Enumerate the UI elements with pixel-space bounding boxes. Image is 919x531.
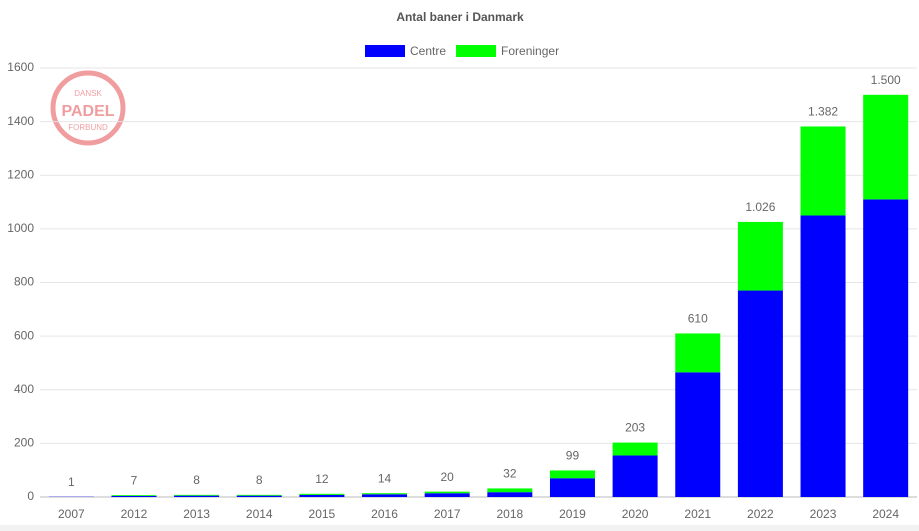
bar-segment [800,215,846,497]
bar-segment [424,493,470,497]
x-tick-label: 2023 [810,507,837,521]
bar-segment [737,221,783,291]
y-tick-label: 1200 [7,167,34,181]
legend-label: Foreninger [501,44,559,58]
bar-segment [487,488,533,493]
total-label: 1.382 [808,105,838,119]
y-tick-label: 200 [14,436,34,450]
bar-segment [362,493,408,495]
bar-segment [612,455,658,497]
total-label: 32 [503,467,517,481]
bar-segment [549,478,595,497]
bar-segment [487,492,533,497]
y-tick-label: 400 [14,382,34,396]
total-label: 1.500 [871,73,901,87]
y-tick-label: 0 [27,489,34,503]
legend-swatch [365,45,405,57]
y-tick-label: 1400 [7,114,34,128]
total-label: 99 [566,449,580,463]
x-tick-label: 2017 [434,507,461,521]
x-tick-label: 2021 [684,507,711,521]
logo-text: PADEL [61,103,114,120]
bar-segment [549,470,595,479]
bar-segment [424,491,470,494]
bar-segment [737,290,783,497]
x-tick-label: 2020 [622,507,649,521]
bar-segment [111,495,157,496]
bar-segment [863,94,909,200]
logo-text: DANSK [74,89,102,98]
bar-segment [111,495,157,497]
bar-segment [675,333,721,373]
bar-segment [299,494,345,497]
bar-segment [863,199,909,497]
x-tick-label: 2014 [246,507,273,521]
x-tick-label: 2022 [747,507,774,521]
bar-segment [362,494,408,497]
bar-segment [236,495,282,497]
total-label: 1 [68,475,75,489]
x-tick-label: 2016 [371,507,398,521]
chart-title: Antal baner i Danmark [396,10,524,24]
total-label: 7 [131,473,138,487]
bar-segment [236,494,282,496]
total-label: 203 [625,421,645,435]
y-tick-label: 1600 [7,60,34,74]
total-label: 1.026 [745,200,775,214]
bar-segment [800,126,846,216]
x-tick-label: 2015 [309,507,336,521]
logo-ring [50,70,126,146]
total-label: 8 [256,473,263,487]
bar-segment [675,372,721,497]
bar-segment [174,494,220,496]
total-label: 20 [440,470,454,484]
x-tick-label: 2018 [496,507,523,521]
bar-segment [299,493,345,495]
bottom-strip [0,525,919,531]
total-label: 8 [193,473,200,487]
x-tick-label: 2007 [58,507,85,521]
x-tick-label: 2013 [183,507,210,521]
x-tick-label: 2019 [559,507,586,521]
total-label: 610 [688,312,708,326]
legend-label: Centre [410,44,446,58]
total-label: 14 [378,471,392,485]
y-tick-label: 800 [14,275,34,289]
x-tick-label: 2012 [121,507,148,521]
logo-text: FORBUND [68,123,108,132]
total-label: 12 [315,472,329,486]
bar-segment [612,442,658,456]
legend-swatch [456,45,497,57]
x-tick-label: 2024 [872,507,899,521]
logo: DANSK PADEL FORBUND [50,70,126,146]
bar-segment [174,495,220,497]
y-tick-label: 600 [14,328,34,342]
y-tick-label: 1000 [7,221,34,235]
